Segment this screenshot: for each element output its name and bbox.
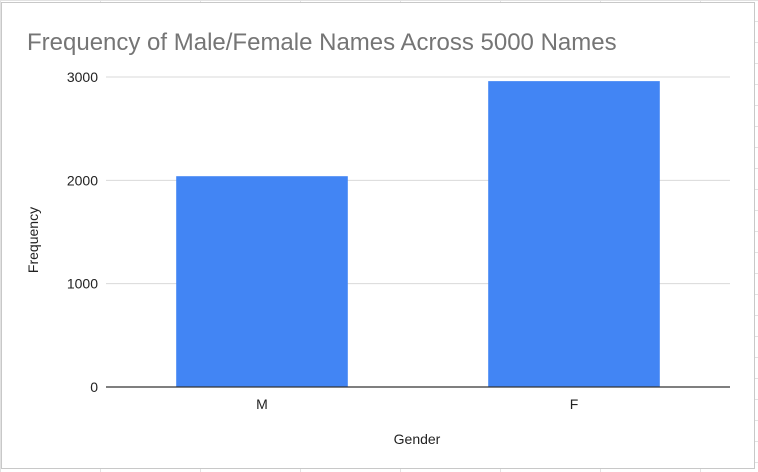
y-tick-label: 0 [90,379,98,395]
axes: 0 1000 2000 3000 M F [67,69,730,412]
y-tick-label: 1000 [67,276,98,292]
bar-F[interactable] [488,81,660,387]
y-tick-label: 3000 [67,69,98,85]
x-tick-label-M: M [256,396,268,412]
y-axis-label: Frequency [25,207,41,273]
bar-M[interactable] [176,176,348,387]
chart-title: Frequency of Male/Female Names Across 50… [27,29,617,56]
x-tick-label-F: F [570,396,579,412]
x-axis-label: Gender [394,431,441,447]
y-tick-label: 2000 [67,172,98,188]
bars [176,81,660,387]
